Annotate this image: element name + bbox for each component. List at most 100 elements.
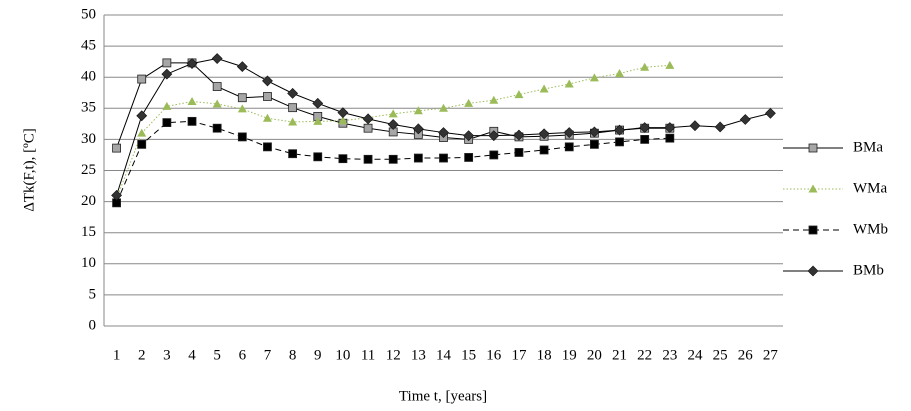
marker <box>388 154 398 164</box>
marker <box>162 118 172 128</box>
y-tick-label: 25 <box>81 162 96 178</box>
y-tick-label: 0 <box>89 317 97 333</box>
x-tick-label: 12 <box>386 347 401 363</box>
x-tick-label: 11 <box>361 347 375 363</box>
marker <box>464 153 474 162</box>
marker <box>439 153 448 163</box>
x-tick-label: 9 <box>314 347 322 363</box>
x-tick-label: 4 <box>188 347 196 363</box>
marker <box>413 106 423 115</box>
y-tick-label: 10 <box>81 255 96 271</box>
marker <box>112 143 121 153</box>
marker <box>564 79 574 88</box>
marker <box>187 96 197 105</box>
marker <box>313 116 323 125</box>
x-tick-label: 8 <box>289 347 297 363</box>
marker <box>563 127 575 138</box>
marker <box>136 110 148 122</box>
marker <box>489 95 499 104</box>
legend-marker <box>807 265 819 277</box>
legend-label: BMb <box>853 262 884 278</box>
marker <box>488 130 500 142</box>
marker <box>338 116 348 125</box>
marker <box>137 139 147 149</box>
x-axis-label: Time t, [years] <box>399 388 487 404</box>
marker <box>362 113 374 125</box>
marker <box>412 123 424 135</box>
marker <box>564 142 574 152</box>
marker <box>187 116 197 126</box>
marker <box>313 152 323 162</box>
marker <box>464 98 474 107</box>
x-tick-label: 10 <box>335 347 350 363</box>
marker <box>665 133 675 143</box>
y-tick-label: 50 <box>81 6 96 22</box>
marker <box>739 114 751 125</box>
marker <box>312 97 324 109</box>
y-tick-label: 5 <box>89 286 97 302</box>
y-axis-label: ΔTk(F,t), [ºC] <box>21 128 37 212</box>
legend-label: WMb <box>853 221 888 237</box>
marker <box>463 130 475 142</box>
marker <box>262 75 273 87</box>
marker <box>137 74 147 84</box>
legend-marker <box>808 225 818 235</box>
marker <box>588 126 600 138</box>
marker <box>186 58 198 69</box>
marker <box>212 123 222 133</box>
marker <box>237 104 247 113</box>
marker <box>288 117 298 126</box>
marker <box>589 139 599 149</box>
marker <box>538 128 550 140</box>
marker <box>438 127 449 138</box>
marker <box>211 53 223 64</box>
x-tick-label: 27 <box>763 347 779 363</box>
marker <box>288 149 298 159</box>
marker <box>111 189 122 201</box>
series-line <box>116 120 670 204</box>
marker <box>388 109 398 118</box>
marker <box>387 119 399 130</box>
x-tick-label: 13 <box>411 347 426 363</box>
marker <box>513 129 525 141</box>
marker <box>714 121 726 133</box>
marker <box>237 132 247 142</box>
marker <box>639 122 651 134</box>
marker <box>263 92 272 101</box>
marker <box>212 82 222 91</box>
x-tick-label: 19 <box>562 347 577 363</box>
x-tick-label: 22 <box>637 347 652 363</box>
x-tick-label: 26 <box>738 347 754 363</box>
marker <box>162 58 172 68</box>
marker <box>640 62 650 71</box>
y-tick-label: 40 <box>81 69 96 85</box>
marker <box>765 107 776 119</box>
x-tick-label: 14 <box>436 347 452 363</box>
legend-label: BMa <box>853 139 883 155</box>
x-tick-label: 2 <box>138 347 146 363</box>
x-tick-label: 25 <box>713 347 728 363</box>
x-tick-label: 20 <box>587 347 602 363</box>
marker <box>439 103 448 112</box>
marker <box>137 128 147 137</box>
x-tick-label: 24 <box>687 347 703 363</box>
marker <box>489 150 499 160</box>
x-tick-label: 23 <box>662 347 677 363</box>
marker <box>514 90 524 99</box>
x-tick-label: 5 <box>213 347 221 363</box>
marker <box>589 73 599 82</box>
marker <box>363 123 373 133</box>
x-tick-label: 6 <box>239 347 247 363</box>
x-tick-label: 16 <box>486 347 502 363</box>
legend-label: WMa <box>853 180 887 196</box>
marker <box>539 84 549 93</box>
marker <box>689 120 701 132</box>
y-tick-label: 20 <box>81 193 96 209</box>
y-tick-label: 15 <box>81 224 96 240</box>
marker <box>514 148 524 157</box>
marker <box>162 101 172 110</box>
marker <box>615 137 624 147</box>
marker <box>262 113 272 122</box>
x-tick-label: 15 <box>461 347 476 363</box>
